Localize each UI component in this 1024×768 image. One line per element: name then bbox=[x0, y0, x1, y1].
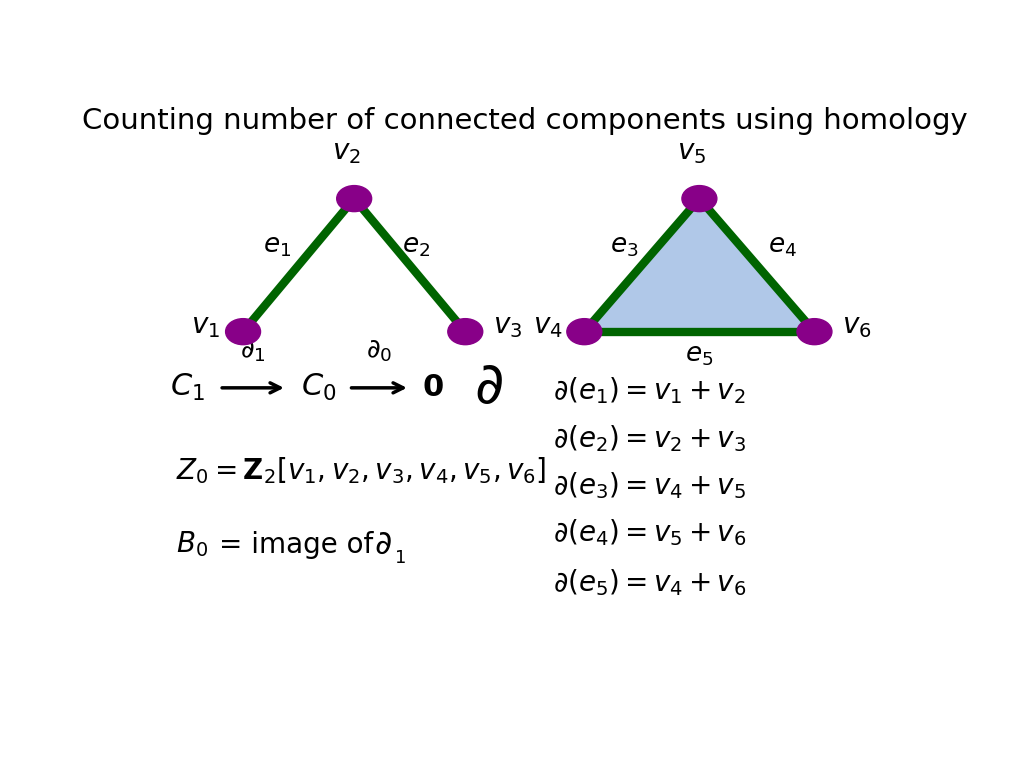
Text: $e_5$: $e_5$ bbox=[685, 343, 714, 369]
Text: $e_1$: $e_1$ bbox=[263, 233, 291, 259]
Text: Counting number of connected components using homology: Counting number of connected components … bbox=[82, 107, 968, 135]
Text: $v_5$: $v_5$ bbox=[677, 138, 706, 166]
Text: 0: 0 bbox=[423, 373, 444, 402]
Circle shape bbox=[797, 319, 831, 345]
Text: $C_1$: $C_1$ bbox=[170, 372, 205, 403]
Polygon shape bbox=[585, 199, 814, 332]
Text: $\partial_1$: $\partial_1$ bbox=[241, 338, 266, 364]
Circle shape bbox=[682, 186, 717, 212]
Text: 1: 1 bbox=[395, 548, 407, 567]
Circle shape bbox=[225, 319, 260, 345]
Text: $\partial(e_5) = v_4 + v_6$: $\partial(e_5) = v_4 + v_6$ bbox=[553, 568, 746, 598]
Text: $\partial(e_1) = v_1 + v_2$: $\partial(e_1) = v_1 + v_2$ bbox=[553, 376, 745, 406]
Text: $v_3$: $v_3$ bbox=[494, 312, 522, 339]
Text: ∂: ∂ bbox=[374, 528, 391, 561]
Circle shape bbox=[567, 319, 602, 345]
Text: $e_2$: $e_2$ bbox=[402, 233, 430, 259]
Text: $Z_0 = \mathbf{Z}_2[v_1, v_2, v_3, v_4, v_5, v_6]$: $Z_0 = \mathbf{Z}_2[v_1, v_2, v_3, v_4, … bbox=[176, 455, 546, 486]
Text: $e_3$: $e_3$ bbox=[609, 233, 638, 259]
Text: $\partial(e_2) = v_2 + v_3$: $\partial(e_2) = v_2 + v_3$ bbox=[553, 422, 745, 454]
Text: $v_4$: $v_4$ bbox=[532, 312, 562, 339]
Text: $C_0$: $C_0$ bbox=[301, 372, 336, 403]
Text: $v_6$: $v_6$ bbox=[842, 312, 871, 339]
Text: $\partial(e_3) = v_4 + v_5$: $\partial(e_3) = v_4 + v_5$ bbox=[553, 470, 745, 501]
Text: $B_0$: $B_0$ bbox=[176, 530, 208, 559]
Text: $e_4$: $e_4$ bbox=[768, 233, 797, 259]
Text: $v_1$: $v_1$ bbox=[191, 312, 220, 339]
Circle shape bbox=[447, 319, 482, 345]
Circle shape bbox=[337, 186, 372, 212]
Text: $v_2$: $v_2$ bbox=[332, 138, 360, 166]
Text: = image of: = image of bbox=[219, 531, 382, 558]
Text: ∂: ∂ bbox=[474, 360, 504, 415]
Text: $\partial(e_4) = v_5 + v_6$: $\partial(e_4) = v_5 + v_6$ bbox=[553, 518, 746, 548]
Text: $\partial_0$: $\partial_0$ bbox=[367, 338, 393, 364]
